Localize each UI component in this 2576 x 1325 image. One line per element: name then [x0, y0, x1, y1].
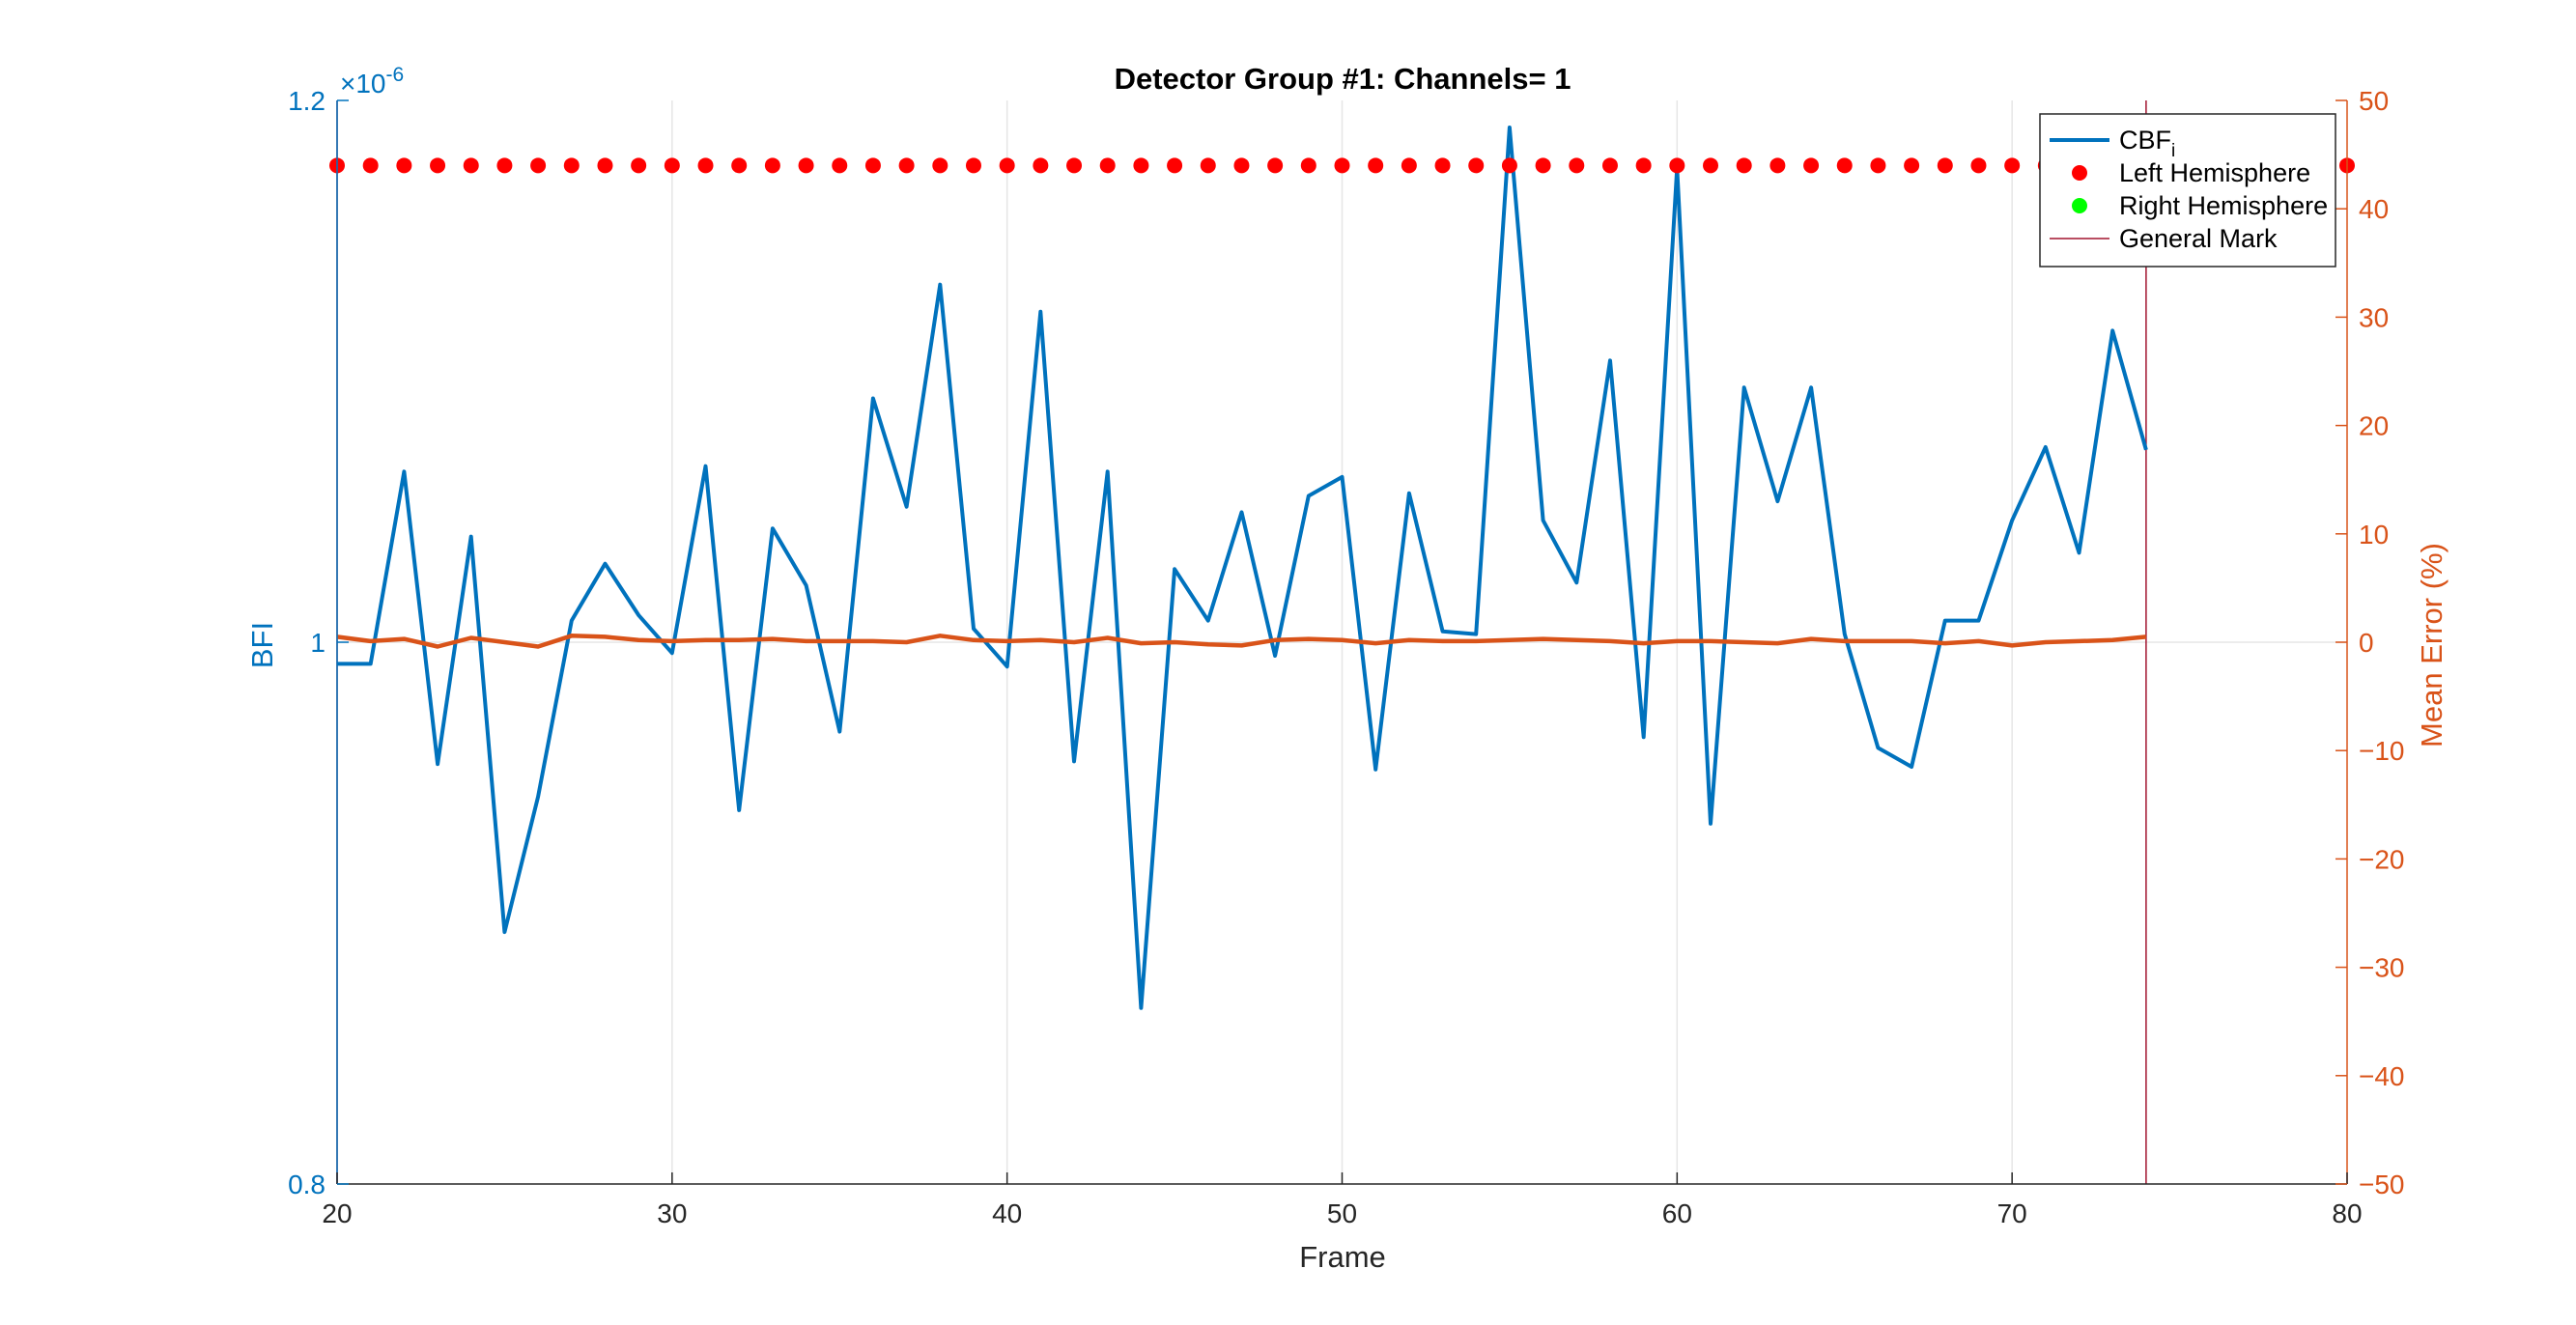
left-hemisphere-point: [1535, 157, 1551, 174]
left-hemisphere-point: [530, 157, 547, 174]
left-hemisphere-point: [1803, 157, 1820, 174]
left-hemisphere-point: [731, 157, 748, 174]
left-hemisphere-point: [965, 157, 981, 174]
left-hemisphere-point: [798, 157, 814, 174]
y-right-tick-label: 30: [2359, 302, 2389, 332]
left-hemisphere-point: [1601, 157, 1618, 174]
left-hemisphere-point: [999, 157, 1015, 174]
left-hemisphere-point: [597, 157, 613, 174]
y-right-tick-label: 10: [2359, 520, 2389, 550]
left-hemisphere-point: [1501, 157, 1517, 174]
left-hemisphere-point: [1267, 157, 1284, 174]
y-right-tick-label: −20: [2359, 844, 2405, 874]
left-hemisphere-point: [697, 157, 714, 174]
left-hemisphere-point: [1736, 157, 1752, 174]
mean-error-series-line: [336, 634, 2147, 649]
exponent-base: ×10: [340, 69, 386, 99]
x-tick-label: 40: [992, 1198, 1022, 1228]
left-hemisphere-point: [496, 157, 513, 174]
left-hemisphere-point: [1569, 157, 1585, 174]
left-hemisphere-point: [1066, 157, 1083, 174]
left-hemisphere-point: [631, 157, 647, 174]
legend-swatch: [2072, 165, 2087, 181]
y-right-tick-label: 50: [2359, 86, 2389, 116]
x-tick-label: 60: [1662, 1198, 1692, 1228]
x-axis-label: Frame: [1299, 1240, 1386, 1274]
left-hemisphere-point: [1368, 157, 1384, 174]
left-hemisphere-point: [932, 157, 948, 174]
left-hemisphere-point: [563, 157, 580, 174]
left-hemisphere-point: [1133, 157, 1149, 174]
left-hemisphere-point: [1635, 157, 1652, 174]
left-hemisphere-point: [864, 157, 881, 174]
y-left-tick-label: 1: [310, 628, 326, 658]
y-right-tick-label: −30: [2359, 953, 2405, 983]
left-hemisphere-point: [764, 157, 780, 174]
legend-label: CBFi: [2119, 126, 2175, 161]
left-hemisphere-point: [898, 157, 915, 174]
y-right-tick-label: 40: [2359, 194, 2389, 224]
left-hemisphere-point: [1167, 157, 1183, 174]
y-right-tick-label: 20: [2359, 411, 2389, 441]
left-hemisphere-point: [2004, 157, 2021, 174]
left-hemisphere-point: [1334, 157, 1350, 174]
left-hemisphere-point: [1870, 157, 1886, 174]
axes-layer: 20 30 40 50 60 70 80 0.8 1 1.2 −50 −40 −30 −20 −10 0 10 2…: [288, 86, 2404, 1228]
left-hemisphere-point: [1669, 157, 1685, 174]
y-right-axis-label: Mean Error (%): [2415, 543, 2449, 747]
y-right-tick-label: 0: [2359, 628, 2374, 658]
left-hemisphere-point: [664, 157, 680, 174]
left-hemisphere-point: [1703, 157, 1719, 174]
left-hemisphere-point: [1970, 157, 1987, 174]
y-left-tick-label: 0.8: [288, 1170, 326, 1199]
left-hemisphere-point: [396, 157, 412, 174]
left-hemisphere-point: [430, 157, 446, 174]
left-hemisphere-point: [1836, 157, 1853, 174]
left-hemisphere-point: [1434, 157, 1451, 174]
x-tick-label: 20: [322, 1198, 352, 1228]
left-hemisphere-point: [1769, 157, 1786, 174]
left-hemisphere-point: [1468, 157, 1485, 174]
cbf-series-line: [337, 126, 2148, 1010]
legend-label: Right Hemisphere: [2119, 191, 2328, 220]
y-right-tick-label: −40: [2359, 1061, 2405, 1091]
x-tick-label: 70: [1997, 1198, 2027, 1228]
svg-text:×10-6: ×10-6: [340, 64, 404, 99]
y-left-axis-label: BFI: [245, 622, 279, 668]
x-tick-label: 30: [657, 1198, 687, 1228]
exponent-power: -6: [386, 64, 405, 86]
left-hemisphere-point: [362, 157, 379, 174]
legend-label: Left Hemisphere: [2119, 158, 2310, 187]
left-hemisphere-point: [1904, 157, 1920, 174]
left-hemisphere-point: [1200, 157, 1216, 174]
legend-swatch: [2072, 198, 2087, 213]
y-left-exponent: ×10-6: [340, 64, 404, 99]
x-tick-label: 80: [2332, 1198, 2362, 1228]
left-hemisphere-point: [1300, 157, 1316, 174]
chart-title: Detector Group #1: Channels= 1: [1115, 62, 1571, 96]
left-hemisphere-point: [1033, 157, 1049, 174]
left-hemisphere-point: [832, 157, 848, 174]
left-hemisphere-point: [1233, 157, 1250, 174]
y-left-tick-label: 1.2: [288, 86, 326, 116]
left-hemisphere-point: [1937, 157, 1953, 174]
y-right-tick-label: −50: [2359, 1170, 2405, 1199]
legend-label: General Mark: [2119, 224, 2278, 253]
left-hemisphere-point: [1401, 157, 1417, 174]
left-hemisphere-point: [1099, 157, 1116, 174]
y-right-tick-label: −10: [2359, 736, 2405, 766]
left-hemisphere-point: [463, 157, 479, 174]
x-tick-label: 50: [1327, 1198, 1357, 1228]
